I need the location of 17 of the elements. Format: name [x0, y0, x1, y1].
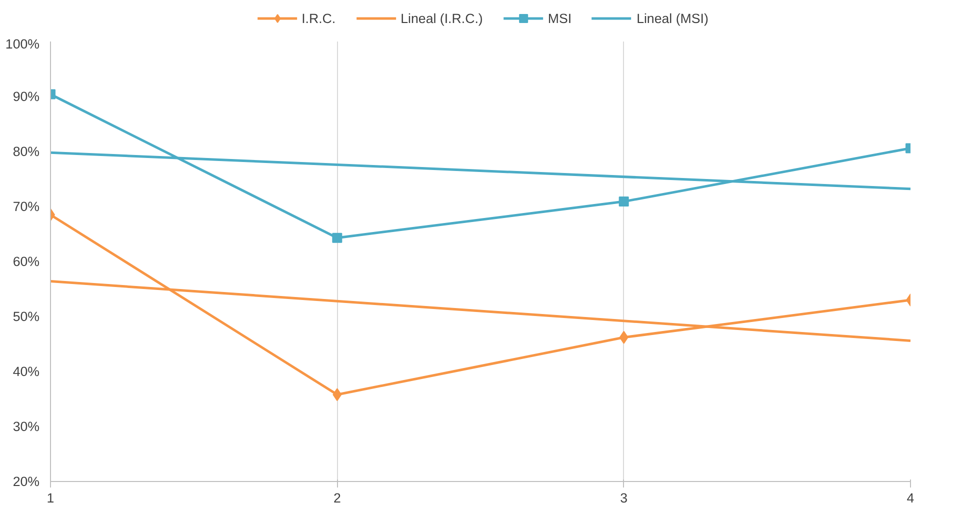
legend-label: Lineal (I.R.C.): [400, 10, 483, 26]
y-tick-label: 100%: [5, 36, 40, 52]
x-tick-label: 1: [46, 490, 54, 506]
legend-label: MSI: [548, 10, 572, 26]
y-tick-label: 30%: [12, 419, 40, 434]
y-tick-label: 80%: [12, 144, 40, 159]
legend-label: I.R.C.: [302, 10, 336, 26]
x-tick-label: 2: [333, 490, 341, 506]
y-tick-label: 90%: [12, 89, 40, 104]
y-tick-label: 40%: [12, 364, 40, 379]
y-tick-label: 20%: [12, 474, 40, 489]
x-tick-label: 3: [620, 490, 628, 506]
y-tick-label: 60%: [12, 254, 40, 269]
y-tick-label: 70%: [12, 199, 40, 214]
y-tick-label: 50%: [12, 309, 40, 324]
legend-label: Lineal (MSI): [636, 10, 708, 26]
x-tick-label: 4: [906, 490, 915, 506]
